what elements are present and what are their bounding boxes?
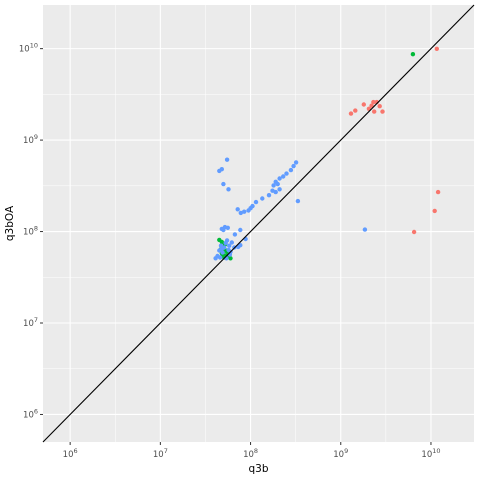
- y-tick-label: 1010: [19, 42, 38, 55]
- identity-reference-line: [42, 4, 475, 443]
- data-point: [277, 187, 282, 192]
- data-point: [295, 198, 301, 204]
- data-point: [229, 240, 234, 245]
- data-point: [246, 208, 251, 213]
- data-point: [361, 102, 366, 107]
- data-point: [266, 193, 272, 198]
- data-point: [362, 227, 368, 232]
- x-tick-label: 108: [243, 447, 258, 460]
- data-point: [411, 229, 417, 235]
- data-point: [432, 208, 437, 214]
- data-point: [219, 246, 224, 251]
- data-point: [410, 52, 416, 57]
- data-point: [219, 239, 224, 245]
- y-tick-label: 108: [23, 225, 38, 238]
- data-point: [260, 196, 265, 201]
- data-point: [228, 256, 233, 261]
- x-tick-label: 107: [153, 447, 168, 460]
- grid-minor-lines: [43, 5, 474, 442]
- y-tick-label: 107: [23, 316, 38, 329]
- data-point: [224, 157, 230, 162]
- x-tick-label: 1010: [421, 447, 440, 460]
- data-point: [217, 255, 223, 260]
- data-point: [226, 187, 231, 192]
- data-point: [369, 103, 374, 108]
- x-tick-label: 109: [333, 447, 348, 460]
- y-tick-label: 109: [23, 133, 38, 146]
- data-point: [270, 188, 275, 193]
- data-point: [217, 168, 222, 174]
- data-point: [221, 227, 226, 233]
- data-point: [284, 171, 289, 176]
- data-point: [253, 199, 259, 205]
- x-axis-title: q3b: [248, 463, 268, 475]
- data-point: [227, 243, 232, 248]
- data-point: [235, 207, 240, 212]
- data-point: [220, 250, 225, 255]
- y-axis-title: q3bOA: [4, 205, 16, 241]
- data-point: [232, 232, 238, 237]
- data-point: [223, 240, 228, 246]
- y-tick-label: 106: [23, 407, 38, 420]
- data-point: [221, 181, 226, 187]
- grid-major-lines: [43, 5, 474, 442]
- x-axis-ticks: 106 107 108 109 1010: [63, 442, 441, 460]
- data-point: [291, 163, 296, 169]
- data-point: [435, 189, 441, 195]
- data-point: [238, 227, 243, 233]
- data-point: [271, 183, 276, 188]
- data-point: [288, 167, 294, 173]
- data-point: [293, 160, 299, 165]
- data-point: [372, 109, 377, 114]
- data-point: [353, 108, 358, 113]
- data-point: [213, 256, 218, 261]
- data-points: [213, 46, 441, 261]
- data-point: [225, 225, 230, 230]
- x-tick-label: 106: [63, 447, 78, 460]
- data-point: [238, 210, 243, 216]
- data-point: [277, 176, 282, 181]
- data-point: [377, 104, 382, 109]
- y-axis-ticks: 106 107 108 109 1010: [19, 42, 43, 420]
- data-point: [371, 99, 376, 105]
- data-point: [380, 109, 385, 114]
- data-point: [434, 46, 439, 51]
- data-point: [275, 181, 280, 187]
- data-point: [281, 174, 286, 179]
- data-point: [348, 111, 354, 116]
- data-point: [242, 209, 247, 214]
